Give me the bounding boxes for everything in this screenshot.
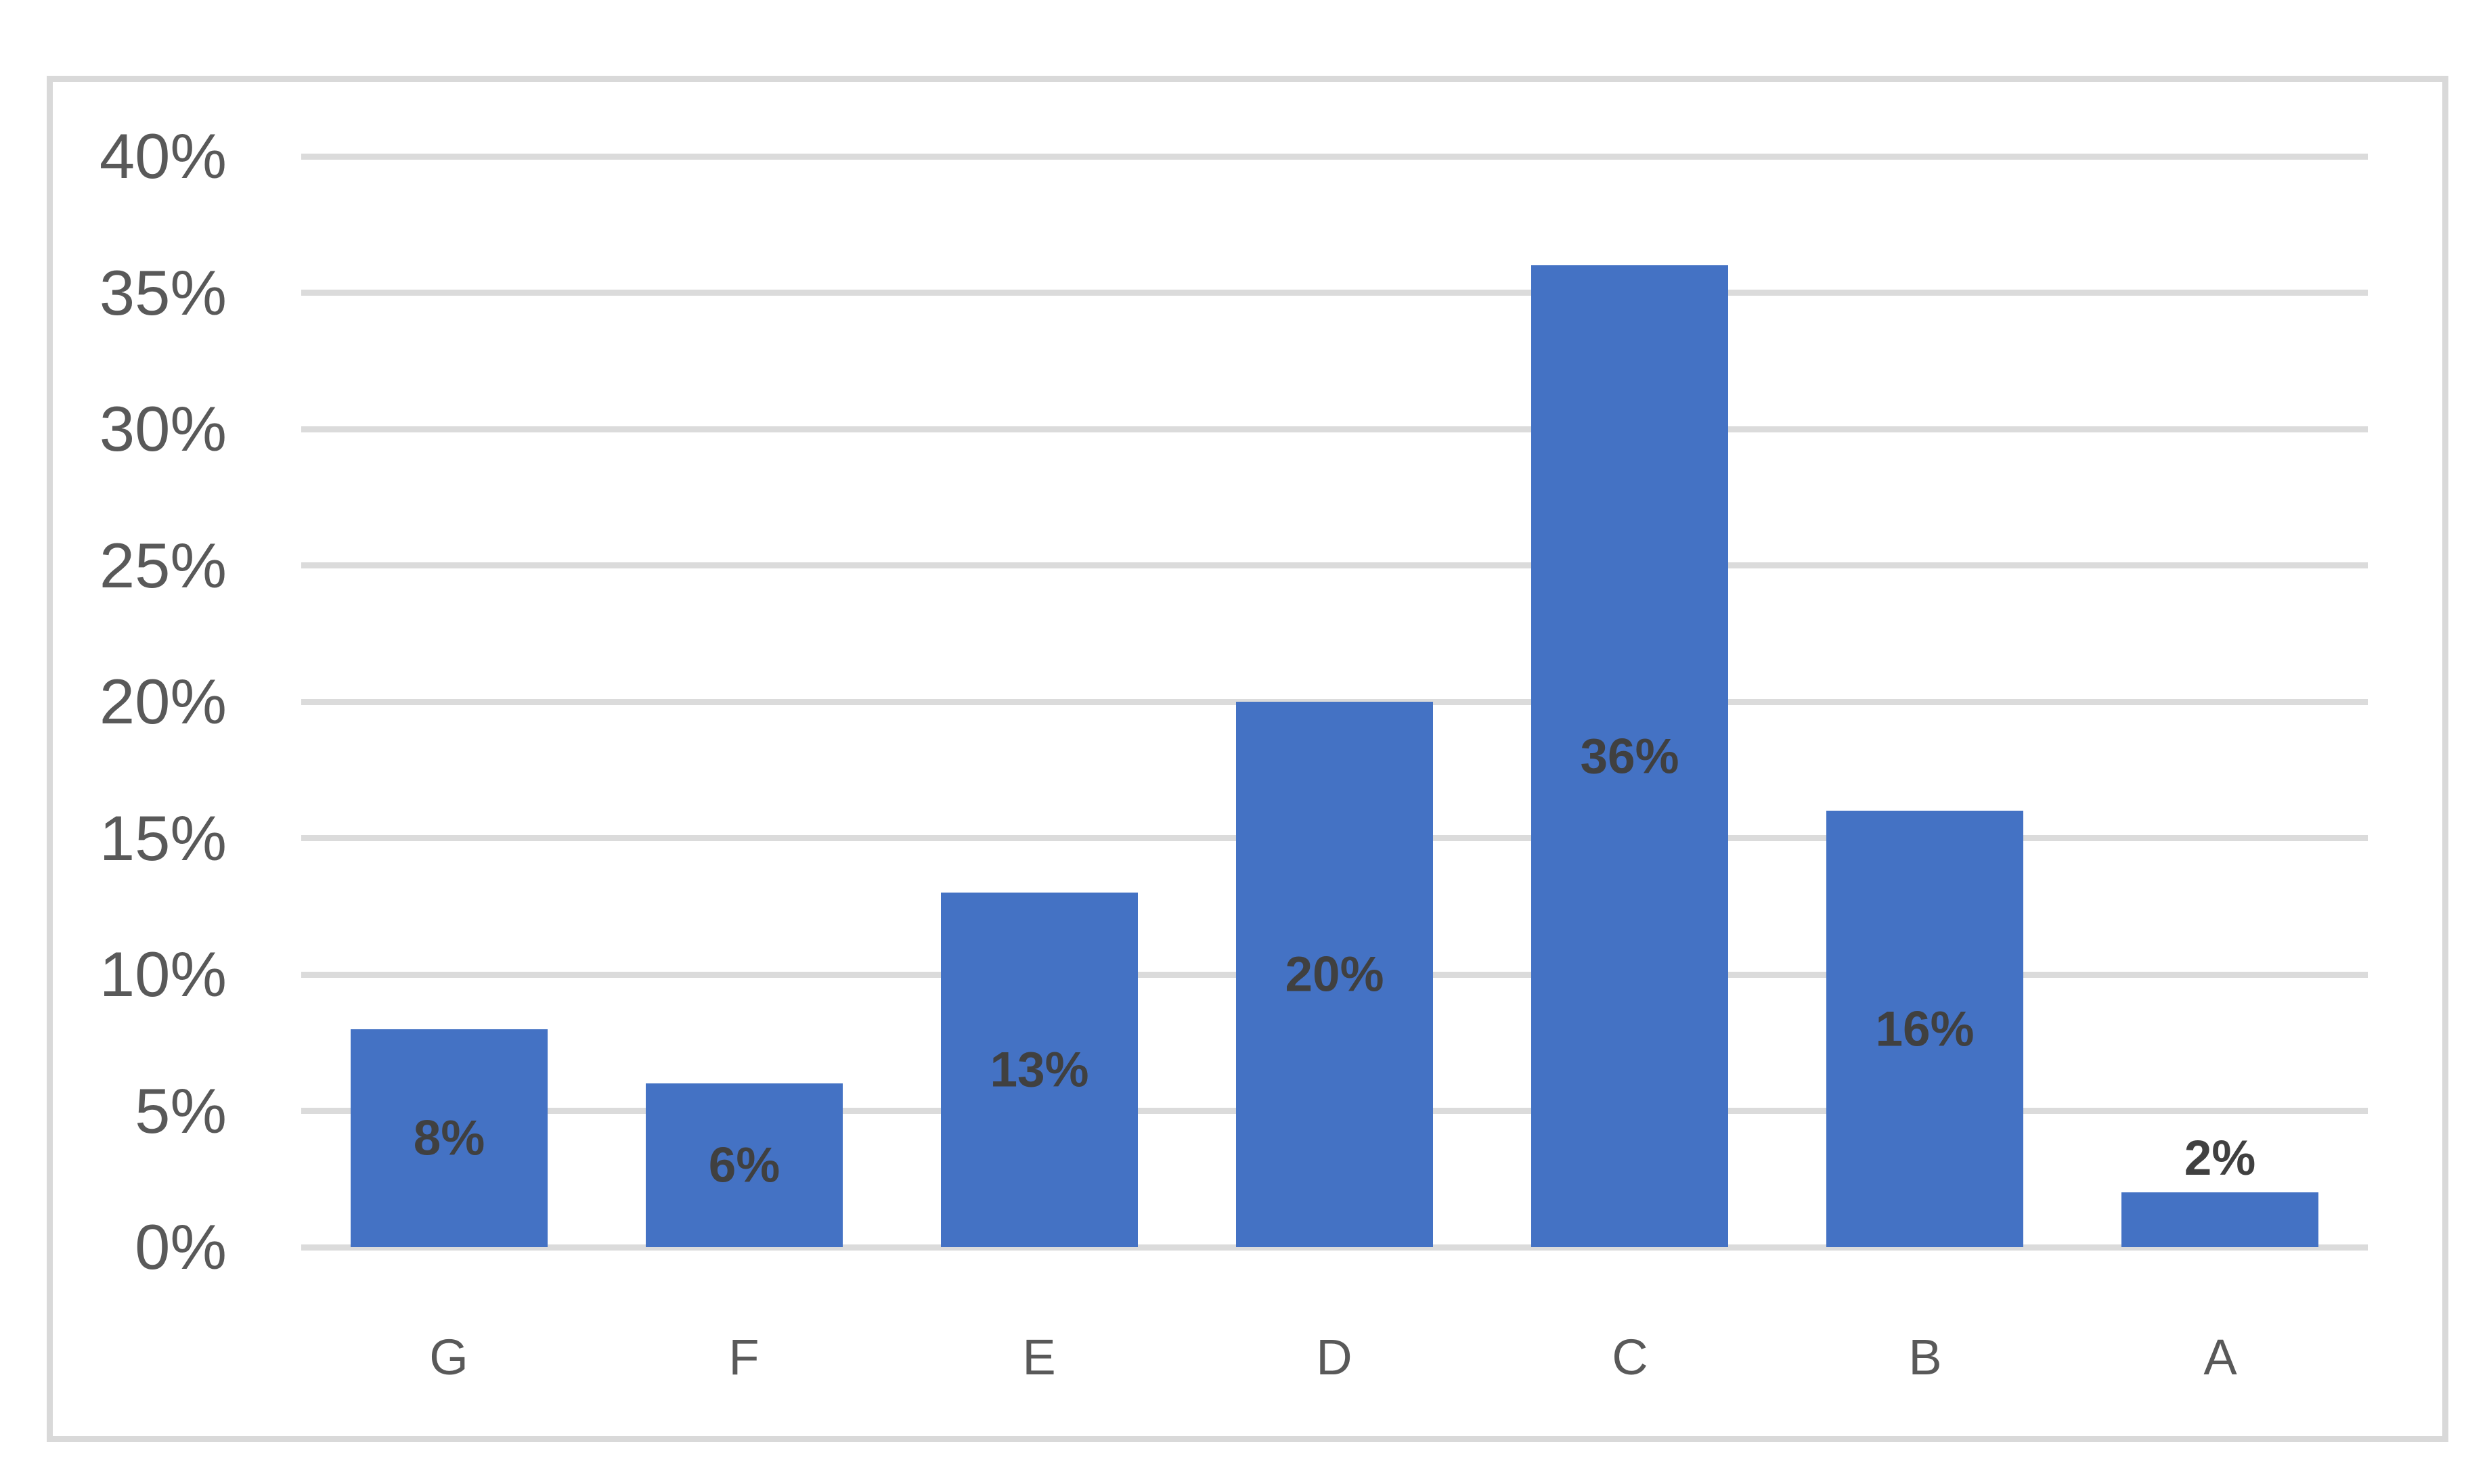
y-tick-label-25pct: 25% — [99, 529, 227, 601]
data-label-G: 8% — [413, 1110, 485, 1166]
data-label-E: 13% — [990, 1042, 1089, 1098]
category-label-E: E — [1022, 1329, 1056, 1385]
category-label-A: A — [2203, 1329, 2237, 1385]
bar-D: 20% — [1236, 702, 1433, 1247]
gridline-0pct — [301, 1244, 2368, 1251]
y-tick-label-20pct: 20% — [99, 666, 227, 737]
gridline-30pct — [301, 426, 2368, 432]
category-label-G: G — [429, 1329, 468, 1385]
bar-A: 2% — [2121, 1133, 2318, 1247]
gridline-35pct — [301, 290, 2368, 296]
data-label-B: 16% — [1875, 1002, 1975, 1056]
bar-F: 6% — [646, 1083, 843, 1247]
bar-E: 13% — [941, 893, 1138, 1247]
data-label-C: 36% — [1580, 729, 1679, 784]
category-label-B: B — [1908, 1329, 1942, 1385]
gridline-40pct — [301, 153, 2368, 160]
y-tick-label-10pct: 10% — [99, 939, 227, 1010]
bar-G: 8% — [351, 1029, 548, 1247]
y-tick-label-5pct: 5% — [135, 1075, 227, 1146]
y-tick-label-35pct: 35% — [99, 256, 227, 328]
y-tick-label-0pct: 0% — [135, 1211, 227, 1282]
category-label-C: C — [1612, 1329, 1648, 1385]
category-label-F: F — [728, 1329, 759, 1385]
y-tick-label-15pct: 15% — [99, 802, 227, 874]
category-label-D: D — [1316, 1329, 1352, 1385]
y-tick-label-40pct: 40% — [99, 120, 227, 192]
bar-B: 16% — [1826, 811, 2023, 1247]
data-label-F: 6% — [708, 1138, 780, 1193]
gridline-25pct — [301, 562, 2368, 568]
bar-C: 36% — [1531, 265, 1728, 1247]
y-tick-label-30pct: 30% — [99, 393, 227, 464]
data-label-A: 2% — [2184, 1131, 2256, 1186]
data-label-D: 20% — [1285, 947, 1384, 1002]
